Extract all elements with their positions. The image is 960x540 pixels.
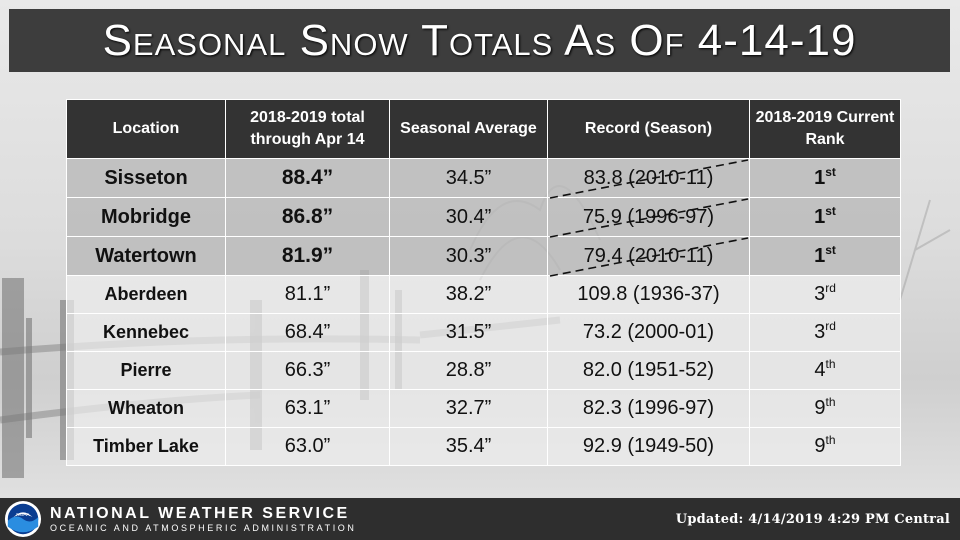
average-cell: 28.8” <box>389 351 548 390</box>
agency-block: NATIONAL WEATHER SERVICE OCEANIC AND ATM… <box>50 506 357 534</box>
location-cell: Watertown <box>66 236 226 276</box>
record-cell: 75.9 (1996-97) <box>547 197 750 237</box>
table-header-row: Location 2018-2019 total through Apr 14 … <box>66 99 901 159</box>
location-cell: Aberdeen <box>66 275 226 314</box>
table-row: Aberdeen 81.1” 38.2” 109.8 (1936-37) 3rd <box>66 275 901 314</box>
rank-suffix: rd <box>825 319 836 333</box>
table-row: Watertown 81.9” 30.3” 79.4 (2010-11) 1st <box>66 236 901 276</box>
table-row: Timber Lake 63.0” 35.4” 92.9 (1949-50) 9… <box>66 427 901 466</box>
rank-value: 9 <box>814 397 826 419</box>
rank-cell: 1st <box>749 158 901 198</box>
rank-suffix: st <box>825 242 836 257</box>
header-total: 2018-2019 total through Apr 14 <box>225 99 390 159</box>
rank-value: 1 <box>814 244 826 267</box>
average-cell: 31.5” <box>389 313 548 352</box>
header-location: Location <box>66 99 226 159</box>
total-cell: 66.3” <box>225 351 390 390</box>
agency-name: NATIONAL WEATHER SERVICE <box>50 505 350 522</box>
location-cell: Timber Lake <box>66 427 226 466</box>
rank-value: 1 <box>814 205 826 228</box>
record-value: 79.4 (2010-11) <box>583 244 714 267</box>
record-cell: 73.2 (2000-01) <box>547 313 750 352</box>
footer-bar <box>0 498 960 540</box>
rank-cell: 9th <box>749 389 901 428</box>
noaa-logo-text: NOAA <box>16 512 30 518</box>
record-cell: 82.3 (1996-97) <box>547 389 750 428</box>
rank-suffix: st <box>825 203 836 218</box>
rank-suffix: th <box>825 433 836 447</box>
record-value: 83.8 (2010-11) <box>583 166 714 189</box>
rank-value: 3 <box>814 321 826 343</box>
rank-cell: 1st <box>749 197 901 237</box>
table-row: Sisseton 88.4” 34.5” 83.8 (2010-11) 1st <box>66 158 901 198</box>
record-cell: 92.9 (1949-50) <box>547 427 750 466</box>
title-bar: Seasonal Snow Totals As Of 4-14-19 <box>9 9 950 72</box>
table-row: Mobridge 86.8” 30.4” 75.9 (1996-97) 1st <box>66 197 901 237</box>
total-cell: 86.8” <box>225 197 390 237</box>
rank-suffix: th <box>825 395 836 409</box>
rank-value: 9 <box>814 435 826 457</box>
header-average: Seasonal Average <box>389 99 548 159</box>
location-cell: Wheaton <box>66 389 226 428</box>
average-cell: 38.2” <box>389 275 548 314</box>
location-cell: Kennebec <box>66 313 226 352</box>
total-cell: 81.9” <box>225 236 390 276</box>
location-cell: Sisseton <box>66 158 226 198</box>
record-cell: 82.0 (1951-52) <box>547 351 750 390</box>
record-value: 75.9 (1996-97) <box>582 205 715 228</box>
location-cell: Pierre <box>66 351 226 390</box>
average-cell: 30.4” <box>389 197 548 237</box>
page-title: Seasonal Snow Totals As Of 4-14-19 <box>102 15 857 65</box>
rank-suffix: th <box>825 357 836 371</box>
table-row: Pierre 66.3” 28.8” 82.0 (1951-52) 4th <box>66 351 901 390</box>
record-cell: 109.8 (1936-37) <box>547 275 750 314</box>
rank-cell: 1st <box>749 236 901 276</box>
header-record: Record (Season) <box>547 99 750 159</box>
agency-subtitle: OCEANIC AND ATMOSPHERIC ADMINISTRATION <box>50 523 357 533</box>
total-cell: 81.1” <box>225 275 390 314</box>
total-cell: 68.4” <box>225 313 390 352</box>
rank-value: 1 <box>814 166 826 189</box>
average-cell: 34.5” <box>389 158 548 198</box>
rank-suffix: rd <box>825 281 836 295</box>
average-cell: 30.3” <box>389 236 548 276</box>
rank-cell: 4th <box>749 351 901 390</box>
total-cell: 63.0” <box>225 427 390 466</box>
table-row: Kennebec 68.4” 31.5” 73.2 (2000-01) 3rd <box>66 313 901 352</box>
rank-cell: 9th <box>749 427 901 466</box>
noaa-logo-icon: NOAA <box>4 500 42 538</box>
header-rank: 2018-2019 Current Rank <box>749 99 901 159</box>
updated-timestamp: Updated: 4/14/2019 4:29 PM Central <box>675 512 950 527</box>
rank-cell: 3rd <box>749 313 901 352</box>
total-cell: 63.1” <box>225 389 390 428</box>
total-cell: 88.4” <box>225 158 390 198</box>
average-cell: 32.7” <box>389 389 548 428</box>
location-cell: Mobridge <box>66 197 226 237</box>
rank-value: 3 <box>814 283 826 305</box>
record-cell: 79.4 (2010-11) <box>547 236 750 276</box>
average-cell: 35.4” <box>389 427 548 466</box>
rank-suffix: st <box>825 164 836 179</box>
table-row: Wheaton 63.1” 32.7” 82.3 (1996-97) 9th <box>66 389 901 428</box>
snow-totals-table: Location 2018-2019 total through Apr 14 … <box>66 99 901 466</box>
rank-cell: 3rd <box>749 275 901 314</box>
record-cell: 83.8 (2010-11) <box>547 158 750 198</box>
rank-value: 4 <box>814 359 826 381</box>
